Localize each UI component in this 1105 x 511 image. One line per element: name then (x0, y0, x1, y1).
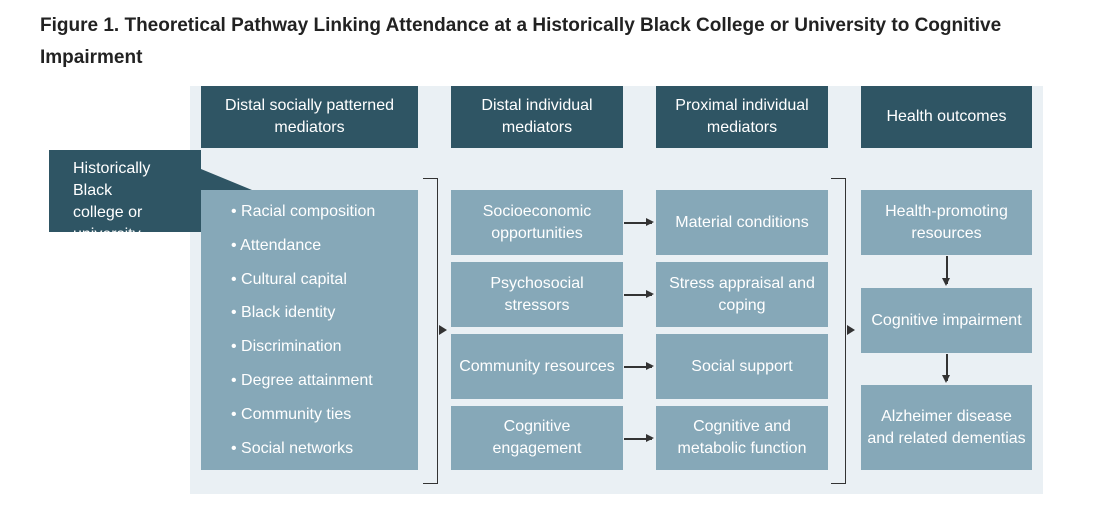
header-proximal-individual: Proximal individual mediators (656, 86, 828, 148)
list-item: Social networks (231, 431, 418, 465)
arrow-icon (439, 325, 447, 335)
proximal-box: Cognitive and metabolic function (656, 406, 828, 470)
hbcu-label: Historically Black college or university (73, 160, 151, 243)
list-item: Community ties (231, 397, 418, 431)
header-health-outcomes: Health outcomes (861, 86, 1032, 148)
distal-individual-box: Socioeconomic opportunities (451, 190, 623, 255)
hbcu-arrow-shape (49, 150, 252, 232)
distal-social-list: Racial composition Attendance Cultural c… (201, 190, 418, 470)
distal-individual-box: Community resources (451, 334, 623, 399)
arrow-icon (624, 219, 654, 225)
figure-title: Figure 1. Theoretical Pathway Linking At… (40, 15, 1002, 68)
list-item: Racial composition (231, 194, 418, 228)
arrow-down-icon (943, 354, 949, 383)
header-distal-social: Distal socially patterned mediators (201, 86, 418, 148)
distal-individual-box: Cognitive engagement (451, 406, 623, 470)
arrow-icon (624, 291, 654, 297)
proximal-box: Stress appraisal and coping (656, 262, 828, 327)
list-item: Cultural capital (231, 262, 418, 296)
arrow-down-icon (943, 256, 949, 286)
proximal-box: Material conditions (656, 190, 828, 255)
bracket-2 (831, 178, 846, 484)
distal-individual-box: Psychosocial stressors (451, 262, 623, 327)
arrow-icon (624, 363, 654, 369)
proximal-box: Social support (656, 334, 828, 399)
outcome-box: Alzheimer disease and related dementias (861, 385, 1032, 470)
list-item: Attendance (231, 228, 418, 262)
list-item: Degree attainment (231, 363, 418, 397)
list-item: Black identity (231, 295, 418, 329)
outcome-box: Cognitive impairment (861, 288, 1032, 353)
outcome-box: Health-promoting resources (861, 190, 1032, 255)
arrow-icon (847, 325, 855, 335)
bracket-1 (423, 178, 438, 484)
list-item: Discrimination (231, 329, 418, 363)
arrow-icon (624, 435, 654, 441)
header-distal-individual: Distal individual mediators (451, 86, 623, 148)
